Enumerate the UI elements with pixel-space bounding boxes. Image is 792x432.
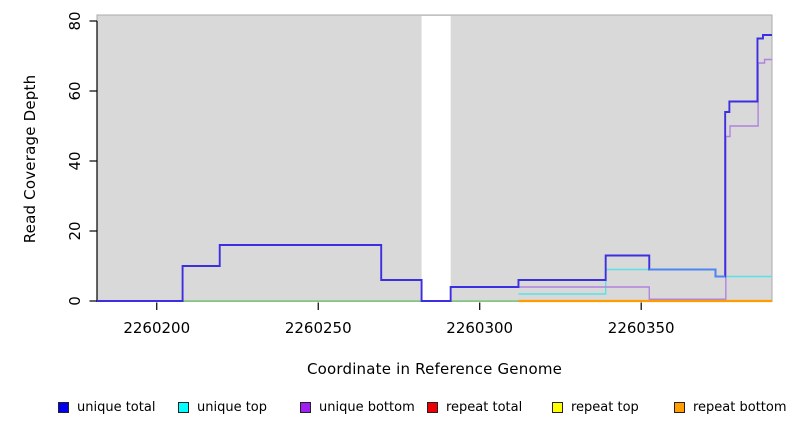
x-tick-label: 2260200 bbox=[123, 319, 190, 337]
series-unique-total bbox=[97, 34, 772, 302]
y-tick-label: 0 bbox=[66, 296, 84, 306]
x-tick-label: 2260350 bbox=[608, 319, 675, 337]
x-tick-label: 2260250 bbox=[285, 319, 352, 337]
series-unique-bottom bbox=[518, 58, 772, 300]
x-tick-label: 2260300 bbox=[446, 319, 513, 337]
y-axis-label: Read Coverage Depth bbox=[21, 74, 39, 244]
y-tick-label: 40 bbox=[66, 151, 84, 170]
y-tick-label: 20 bbox=[66, 221, 84, 240]
x-axis-label: Coordinate in Reference Genome bbox=[306, 360, 563, 378]
y-tick-label: 60 bbox=[66, 81, 84, 100]
series-unique-total-top-overlap bbox=[649, 268, 726, 278]
y-tick-label: 80 bbox=[66, 11, 84, 30]
coverage-gap-band bbox=[421, 16, 451, 301]
